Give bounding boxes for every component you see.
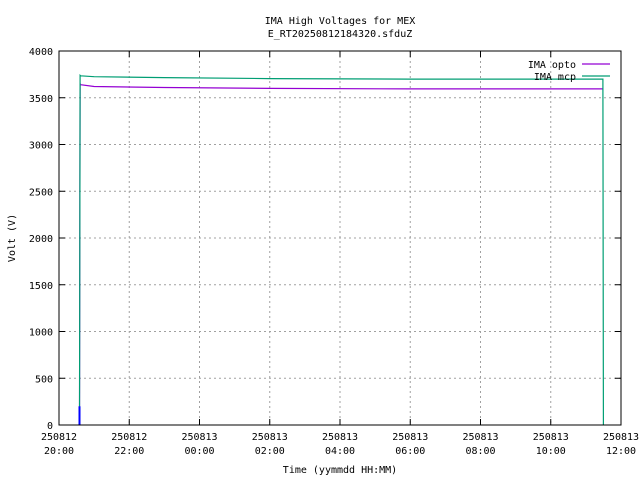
y-tick-label: 1500 bbox=[29, 281, 53, 292]
x-tick-label-time: 12:00 bbox=[606, 446, 636, 457]
x-tick-label-date: 250813 bbox=[252, 432, 288, 443]
axis-ticks: 0 500 1000 1500 2000 2500 3000 3500 4000 250812 20… bbox=[29, 47, 639, 457]
y-tick-label: 3500 bbox=[29, 94, 53, 105]
data-series bbox=[78, 74, 605, 426]
legend-label: IMA opto bbox=[528, 60, 576, 71]
x-tick-label-date: 250813 bbox=[533, 432, 569, 443]
y-tick-label: 4000 bbox=[29, 47, 53, 58]
x-tick-label-time: 08:00 bbox=[465, 446, 495, 457]
x-tick-label-date: 250813 bbox=[603, 432, 639, 443]
y-axis-label: Volt (V) bbox=[7, 214, 18, 262]
plot-frame bbox=[58, 50, 622, 426]
y-tick-label: 2000 bbox=[29, 234, 53, 245]
x-tick-label-time: 02:00 bbox=[255, 446, 285, 457]
chart-subtitle: E_RT20250812184320.sfduZ bbox=[268, 29, 413, 40]
y-tick-label: 3000 bbox=[29, 141, 53, 152]
y-tick-label: 0 bbox=[47, 421, 53, 432]
x-tick-label-date: 250812 bbox=[111, 432, 147, 443]
x-tick-label-date: 250813 bbox=[392, 432, 428, 443]
grid-lines bbox=[59, 51, 621, 425]
x-tick-label-time: 10:00 bbox=[536, 446, 566, 457]
x-tick-label-time: 06:00 bbox=[395, 446, 425, 457]
x-tick-label-date: 250813 bbox=[462, 432, 498, 443]
y-tick-label: 500 bbox=[35, 374, 53, 385]
x-tick-label-time: 00:00 bbox=[184, 446, 214, 457]
x-tick-label-time: 22:00 bbox=[114, 446, 144, 457]
y-tick-label: 2500 bbox=[29, 187, 53, 198]
x-tick-label-date: 250813 bbox=[322, 432, 358, 443]
legend-label: IMA mcp bbox=[534, 72, 576, 83]
x-tick-label-date: 250812 bbox=[41, 432, 77, 443]
x-axis-label: Time (yymmdd HH:MM) bbox=[283, 465, 397, 476]
series-line-1 bbox=[78, 81, 603, 426]
y-tick-label: 1000 bbox=[29, 328, 53, 339]
series-line-2 bbox=[78, 74, 605, 426]
x-tick-label-time: 04:00 bbox=[325, 446, 355, 457]
x-tick-label-time: 20:00 bbox=[44, 446, 74, 457]
chart-title: IMA High Voltages for MEX bbox=[265, 16, 416, 27]
x-tick-label-date: 250813 bbox=[181, 432, 217, 443]
